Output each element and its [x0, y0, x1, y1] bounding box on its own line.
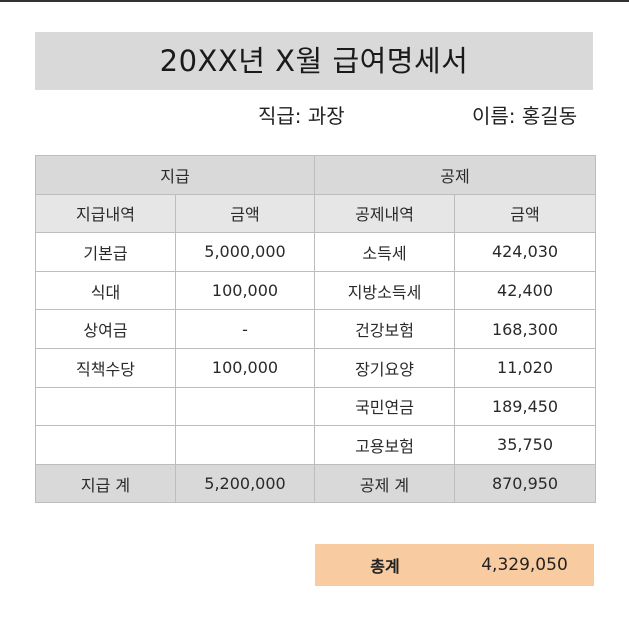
- deduction-group-header: 공제: [314, 155, 597, 195]
- pay-item-cell: 상여금: [35, 309, 176, 349]
- deduction-amount-cell: 11,020: [454, 347, 597, 388]
- deduction-total-value: 870,950: [454, 463, 597, 504]
- pay-item-header: 지급내역: [35, 193, 176, 234]
- column-header-row: 지급내역 금액 공제내역 금액: [35, 193, 597, 234]
- pay-item-cell: 직책수당: [35, 347, 176, 388]
- pay-item-cell: [35, 425, 176, 465]
- deduction-amount-header: 금액: [454, 193, 597, 234]
- table-row: 식대 100,000 지방소득세 42,400: [35, 270, 597, 311]
- pay-total-label: 지급 계: [35, 463, 176, 504]
- position-label: 직급: 과장: [258, 104, 345, 128]
- deduction-item-cell: 건강보험: [314, 309, 456, 349]
- deduction-item-cell: 고용보험: [314, 425, 456, 465]
- deduction-amount-cell: 42,400: [454, 270, 597, 311]
- totals-row: 지급 계 5,200,000 공제 계 870,950: [35, 463, 597, 504]
- payslip-table: 지급 공제 지급내역 금액 공제내역 금액 기본급 5,000,000 소득세 …: [34, 155, 597, 504]
- deduction-amount-cell: 424,030: [454, 232, 597, 272]
- top-border-line: [0, 0, 629, 2]
- pay-item-cell: 식대: [35, 270, 176, 311]
- deduction-item-cell: 국민연금: [314, 386, 456, 427]
- pay-amount-cell: 100,000: [174, 270, 316, 311]
- group-header-row: 지급 공제: [34, 155, 597, 195]
- pay-amount-cell: -: [174, 309, 316, 349]
- deduction-total-label: 공제 계: [314, 463, 456, 504]
- table-row: 기본급 5,000,000 소득세 424,030: [35, 232, 597, 272]
- deduction-amount-cell: 35,750: [454, 425, 597, 465]
- pay-total-value: 5,200,000: [174, 463, 316, 504]
- net-total-box: 총계 4,329,050: [315, 544, 594, 586]
- table-row: 상여금 - 건강보험 168,300: [35, 309, 597, 349]
- pay-amount-header: 금액: [174, 193, 316, 234]
- net-total-label: 총계: [370, 557, 400, 576]
- table-row: 국민연금 189,450: [35, 386, 597, 427]
- document-title: 20XX년 X월 급여명세서: [35, 32, 593, 90]
- table-row: 고용보험 35,750: [35, 425, 597, 465]
- pay-item-cell: [35, 386, 176, 427]
- deduction-item-header: 공제내역: [314, 193, 456, 234]
- deduction-amount-cell: 189,450: [454, 386, 597, 427]
- pay-amount-cell: 5,000,000: [174, 232, 316, 272]
- deduction-item-cell: 소득세: [314, 232, 456, 272]
- pay-amount-cell: 100,000: [174, 347, 316, 388]
- table-row: 직책수당 100,000 장기요양 11,020: [35, 347, 597, 388]
- pay-group-header: 지급: [34, 155, 316, 195]
- pay-amount-cell: [174, 386, 316, 427]
- net-total-value: 4,329,050: [481, 555, 568, 575]
- deduction-item-cell: 장기요양: [314, 347, 456, 388]
- deduction-amount-cell: 168,300: [454, 309, 597, 349]
- deduction-item-cell: 지방소득세: [314, 270, 456, 311]
- employee-name-label: 이름: 홍길동: [472, 104, 578, 128]
- pay-item-cell: 기본급: [35, 232, 176, 272]
- pay-amount-cell: [174, 425, 316, 465]
